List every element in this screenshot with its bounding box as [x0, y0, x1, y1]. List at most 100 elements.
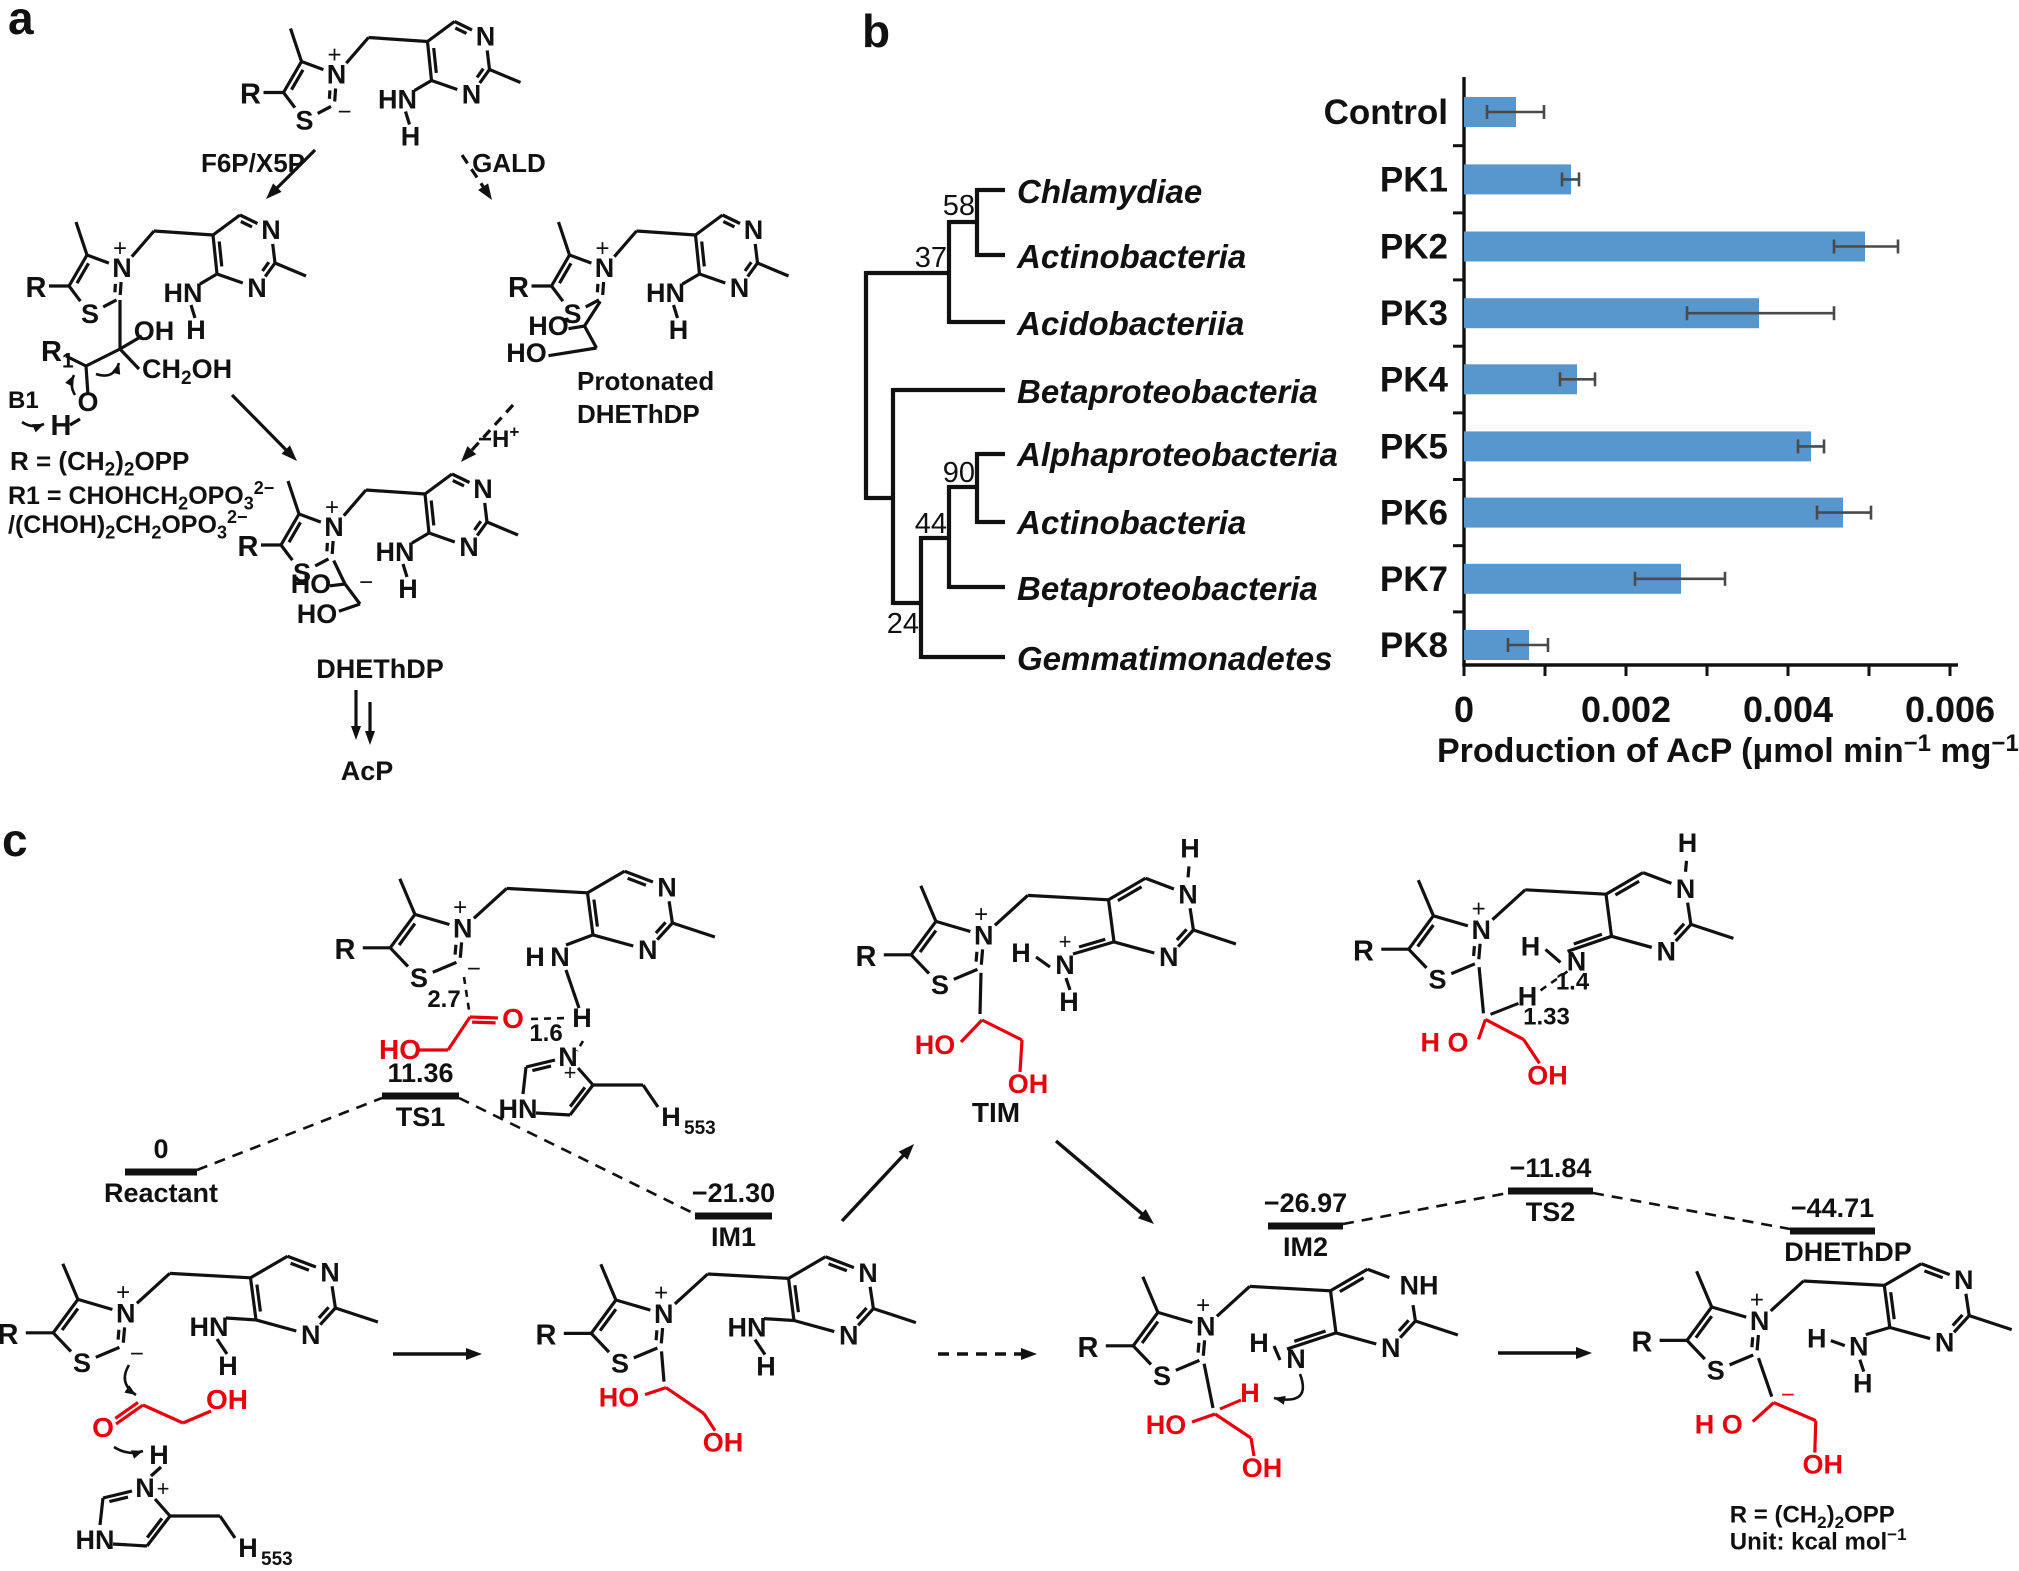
- svg-text:R: R: [1631, 1327, 1652, 1359]
- svg-text:58: 58: [943, 190, 975, 222]
- svg-text:2.7: 2.7: [427, 986, 460, 1013]
- svg-text:N: N: [638, 935, 658, 965]
- svg-text:H: H: [218, 1351, 238, 1381]
- svg-text:0: 0: [1454, 689, 1474, 730]
- svg-text:HN: HN: [499, 1094, 538, 1124]
- svg-text:N: N: [974, 920, 994, 950]
- svg-text:H: H: [1180, 833, 1200, 863]
- svg-text:Control: Control: [1324, 93, 1448, 132]
- svg-text:+: +: [113, 235, 127, 262]
- svg-text:N: N: [558, 1042, 578, 1072]
- svg-text:+: +: [327, 42, 341, 69]
- svg-text:OH: OH: [1527, 1060, 1568, 1090]
- svg-text:−44.71: −44.71: [1791, 1193, 1874, 1223]
- svg-text:+: +: [157, 1476, 170, 1501]
- svg-text:HO: HO: [291, 569, 332, 599]
- svg-text:R: R: [335, 934, 356, 966]
- svg-text:+: +: [595, 235, 609, 262]
- svg-text:N: N: [261, 215, 281, 245]
- svg-text:+: +: [1750, 1287, 1764, 1314]
- svg-text:Betaproteobacteria: Betaproteobacteria: [1017, 570, 1318, 607]
- svg-text:IM2: IM2: [1283, 1232, 1328, 1262]
- svg-text:S: S: [1707, 1356, 1725, 1386]
- svg-text:N: N: [1750, 1306, 1770, 1336]
- svg-text:H: H: [51, 410, 72, 442]
- svg-text:H: H: [1240, 1378, 1260, 1408]
- svg-text:R1: R1: [41, 336, 74, 372]
- svg-text:DHEThDP: DHEThDP: [577, 399, 700, 429]
- svg-text:N: N: [858, 1258, 878, 1288]
- svg-text:HO: HO: [915, 1030, 956, 1060]
- svg-text:N: N: [1676, 874, 1696, 904]
- svg-text:S: S: [931, 970, 949, 1000]
- svg-text:N: N: [476, 22, 496, 52]
- svg-text:N: N: [744, 215, 764, 245]
- svg-text:H: H: [238, 1533, 258, 1563]
- svg-text:N: N: [1472, 915, 1492, 945]
- svg-text:H: H: [401, 122, 421, 152]
- svg-text:H: H: [1059, 987, 1079, 1017]
- svg-text:R: R: [240, 79, 261, 111]
- svg-text:N: N: [1178, 879, 1198, 909]
- svg-text:+: +: [564, 1060, 577, 1085]
- svg-text:HO: HO: [1146, 1410, 1187, 1440]
- svg-text:O: O: [77, 387, 98, 417]
- svg-text:S: S: [410, 963, 428, 993]
- svg-text:N: N: [1055, 950, 1075, 980]
- svg-text:HO: HO: [379, 1034, 421, 1065]
- svg-text:N: N: [654, 1299, 674, 1329]
- svg-text:H: H: [1518, 981, 1538, 1011]
- svg-text:HN: HN: [164, 278, 203, 308]
- svg-text:−: −: [130, 1341, 144, 1368]
- svg-text:H: H: [1011, 938, 1031, 968]
- svg-text:H: H: [572, 1003, 592, 1033]
- svg-text:H: H: [1807, 1324, 1827, 1354]
- svg-text:N: N: [135, 1473, 155, 1503]
- svg-text:N: N: [550, 942, 570, 972]
- svg-text:N: N: [1935, 1328, 1955, 1358]
- svg-text:N: N: [301, 1320, 321, 1350]
- svg-text:H: H: [398, 574, 418, 604]
- svg-text:AcP: AcP: [341, 756, 394, 786]
- svg-text:H: H: [186, 315, 206, 345]
- svg-text:+: +: [1059, 929, 1072, 954]
- svg-text:Acidobacteriia: Acidobacteriia: [1016, 305, 1244, 342]
- svg-text:R: R: [238, 531, 259, 563]
- svg-text:H: H: [1249, 1328, 1269, 1358]
- svg-text:S: S: [73, 1348, 91, 1378]
- svg-text:N: N: [1196, 1311, 1216, 1341]
- svg-text:PK2: PK2: [1380, 228, 1448, 267]
- svg-text:H: H: [525, 942, 545, 972]
- svg-text:S: S: [1428, 965, 1446, 995]
- svg-text:11.36: 11.36: [387, 1058, 453, 1088]
- svg-text:R: R: [26, 272, 47, 304]
- svg-text:1.33: 1.33: [1523, 1003, 1570, 1030]
- svg-text:N: N: [247, 273, 267, 303]
- svg-text:N: N: [473, 474, 493, 504]
- svg-text:O: O: [502, 1003, 524, 1034]
- svg-text:PK1: PK1: [1380, 160, 1448, 199]
- svg-text:PK8: PK8: [1380, 626, 1448, 665]
- svg-text:Chlamydiae: Chlamydiae: [1017, 173, 1202, 210]
- svg-text:N: N: [320, 1257, 340, 1287]
- svg-text:H: H: [1521, 931, 1541, 961]
- svg-text:Production of AcP (μmol min−1: Production of AcP (μmol min−1 mg−1): [1437, 730, 2019, 770]
- svg-text:553: 553: [261, 1549, 293, 1566]
- svg-text:HO: HO: [297, 599, 338, 629]
- svg-text:S: S: [1153, 1361, 1171, 1391]
- svg-text:a: a: [8, 0, 34, 44]
- svg-text:+: +: [654, 1280, 668, 1307]
- svg-text:−H+: −H+: [478, 422, 519, 453]
- svg-text:N: N: [1954, 1265, 1974, 1295]
- svg-text:S: S: [295, 106, 313, 136]
- svg-text:R1 = CHOHCH2OPO32−: R1 = CHOHCH2OPO32−: [8, 478, 274, 514]
- svg-text:553: 553: [684, 1118, 716, 1139]
- svg-text:0.002: 0.002: [1581, 689, 1671, 730]
- svg-text:TS1: TS1: [396, 1102, 446, 1132]
- svg-text:H: H: [149, 1440, 169, 1470]
- svg-text:Gemmatimonadetes: Gemmatimonadetes: [1017, 640, 1332, 677]
- svg-text:N: N: [1286, 1344, 1306, 1374]
- svg-text:DHEThDP: DHEThDP: [316, 654, 444, 684]
- svg-text:HN: HN: [376, 537, 415, 567]
- svg-text:NH: NH: [1400, 1270, 1439, 1300]
